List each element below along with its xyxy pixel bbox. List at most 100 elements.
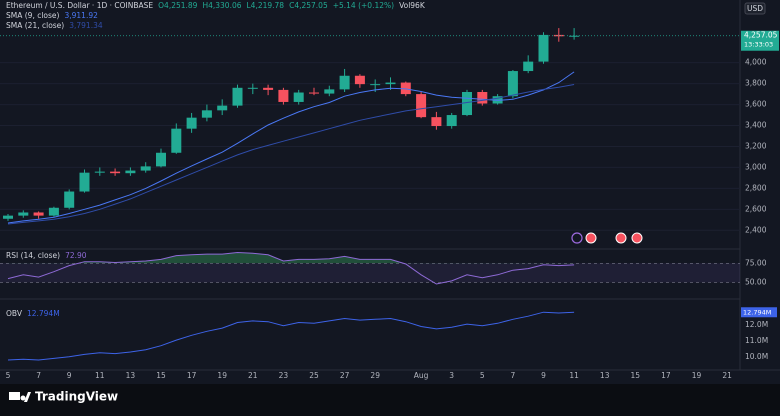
candle-body (446, 115, 457, 127)
y-tick-label: 2,800 (745, 183, 767, 192)
candle-body (507, 71, 518, 97)
y-tick-label: 4,000 (745, 58, 767, 67)
rsi-band (0, 263, 740, 283)
x-tick-label: 21 (722, 371, 732, 380)
x-tick-label: 3 (449, 371, 454, 380)
candle-body (431, 117, 442, 127)
candle-body (293, 92, 304, 102)
legend-text: Ethereum / U.S. Dollar · 1D · COINBASE (6, 1, 153, 10)
candle-body (94, 171, 105, 173)
candle-body (156, 152, 166, 167)
candle-body (64, 191, 75, 208)
y-tick-label: 2,600 (745, 204, 767, 213)
candle-body (186, 117, 197, 129)
countdown: 13:33:03 (744, 41, 773, 49)
last-value-marker (741, 307, 777, 318)
x-tick-label: 5 (480, 371, 485, 380)
candle-body (140, 166, 151, 171)
legend-text: C4,257.05 (289, 1, 328, 10)
y-tick-label: 2,400 (745, 225, 767, 234)
x-tick-label: 11 (95, 371, 105, 380)
candle-body (324, 89, 335, 94)
event-icon (571, 232, 583, 244)
x-tick-label: 13 (600, 371, 610, 380)
legend-text: H4,330.06 (202, 1, 241, 10)
x-tick-label: 15 (156, 371, 166, 380)
x-tick-label: 29 (370, 371, 380, 380)
x-tick-label: 13 (126, 371, 136, 380)
candle-body (33, 212, 44, 216)
candle-body (339, 75, 350, 90)
candle-body (523, 61, 534, 72)
last-price-label: 4,257.05 (744, 31, 778, 40)
y-tick-label: 3,800 (745, 79, 767, 88)
x-tick-label: 25 (309, 371, 319, 380)
candle-body (416, 94, 427, 118)
legend-text: +5.14 (+0.12%) (333, 1, 394, 10)
x-tick-label: 17 (187, 371, 197, 380)
x-tick-label: 27 (340, 371, 350, 380)
series-line (7, 251, 575, 285)
event-icon (585, 232, 597, 244)
candle-body (79, 172, 90, 192)
candle-body (385, 82, 396, 85)
legend-text: L4,219.78 (247, 1, 285, 10)
x-tick-label: 23 (279, 371, 289, 380)
event-icon (615, 232, 627, 244)
x-tick-label: 21 (248, 371, 258, 380)
x-tick-label: 9 (67, 371, 72, 380)
candle-body (3, 215, 13, 219)
candle-body (492, 96, 503, 104)
y-tick-label: 3,200 (745, 141, 767, 150)
y-tick-label: 3,600 (745, 100, 767, 109)
legend-text: 72.90 (65, 251, 87, 260)
candle-body (370, 84, 381, 86)
candle-body (247, 87, 258, 89)
candle-body (309, 92, 319, 94)
candle-body (125, 170, 136, 174)
last-price-marker (741, 30, 779, 51)
series-line (7, 71, 575, 224)
series-line (7, 84, 575, 225)
y-tick-label: 12.0M (745, 320, 768, 329)
x-tick-label: 11 (569, 371, 579, 380)
x-tick-label: 9 (541, 371, 546, 380)
y-tick-label: 75.00 (745, 258, 767, 267)
logo-mark (9, 392, 20, 400)
candle-body (18, 212, 29, 216)
candle-body (462, 92, 472, 116)
candle-body (278, 89, 289, 102)
candle-body (569, 35, 580, 37)
legend-text: OBV (6, 309, 23, 318)
candle-body (48, 207, 59, 216)
legend-text: 3,911.92 (64, 11, 98, 20)
y-tick-label: 10.0M (745, 352, 768, 361)
legend-text: Vol96K (399, 1, 426, 10)
legend-text: RSI (14, close) (6, 251, 60, 260)
overbought-fill (78, 252, 404, 264)
event-icon (631, 232, 643, 244)
x-tick-label: 17 (661, 371, 671, 380)
x-tick-label: 7 (36, 371, 41, 380)
brand: TradingView (35, 390, 118, 404)
logo-mark (24, 392, 31, 402)
candle-body (171, 128, 182, 153)
candle-body (110, 171, 121, 174)
candle-body (400, 82, 411, 95)
candle-body (263, 87, 274, 90)
currency-box (744, 2, 766, 15)
candle-body (232, 87, 243, 106)
x-tick-label: 7 (511, 371, 516, 380)
series-line (7, 311, 575, 361)
currency: USD (747, 4, 763, 13)
footer-bar (0, 384, 780, 416)
legend-text: O4,251.89 (158, 1, 198, 10)
candle-body (201, 110, 212, 118)
candle-body (217, 105, 228, 111)
logo-mark (20, 395, 26, 401)
event-icons (571, 232, 643, 244)
x-tick-label: Aug (414, 371, 429, 380)
legend-text: SMA (9, close) (6, 11, 60, 20)
